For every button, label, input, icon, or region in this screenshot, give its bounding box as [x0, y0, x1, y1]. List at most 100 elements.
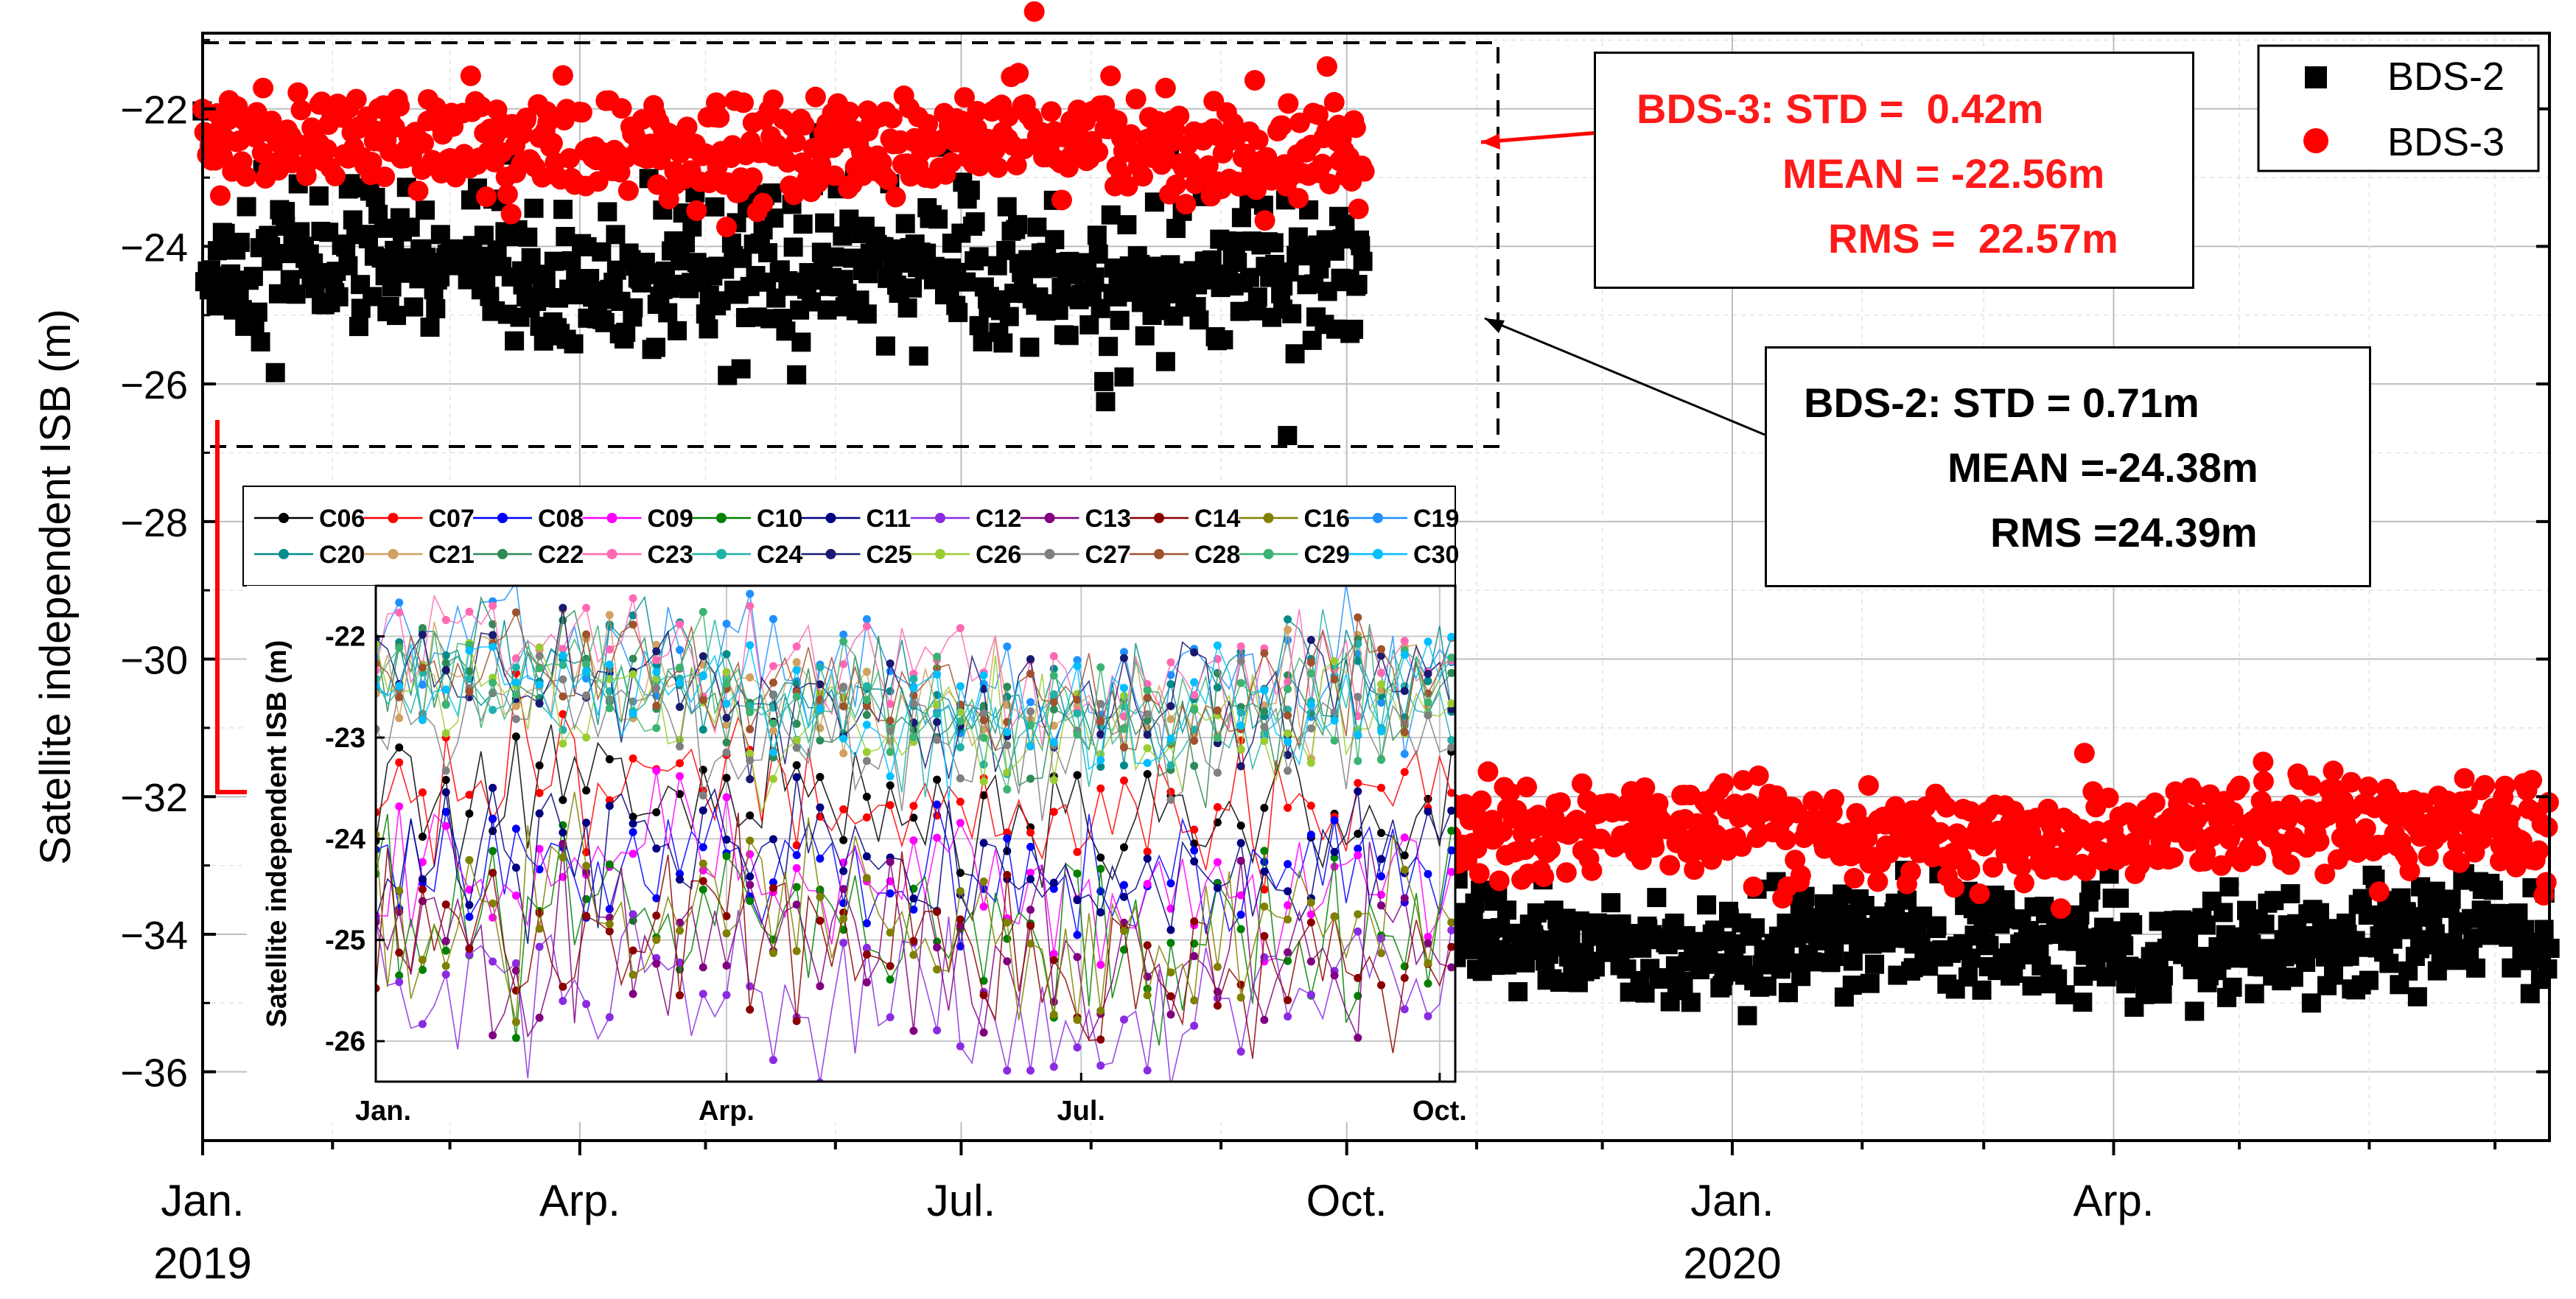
inset-marker-C09 — [1143, 880, 1152, 889]
inset-marker-C16 — [1447, 918, 1455, 927]
main-scatter — [192, 1, 2560, 1026]
inset-marker-C25 — [535, 699, 544, 708]
bds3-point — [1271, 115, 1292, 136]
inset-marker-C22 — [862, 710, 871, 719]
inset-marker-C10 — [979, 976, 988, 985]
inset-marker-C22 — [418, 624, 427, 633]
inset-marker-C10 — [1119, 945, 1128, 954]
inset-marker-C16 — [559, 853, 567, 862]
inset-legend-label-C26: C26 — [976, 541, 1021, 569]
inset-legend-marker-C21 — [388, 549, 399, 559]
inset-marker-C27 — [1213, 768, 1222, 777]
bds3-point — [1051, 189, 1072, 211]
bds3-point — [1748, 765, 1769, 786]
inset-marker-C27 — [1166, 795, 1175, 804]
bds2-point — [1045, 230, 1065, 250]
bds2-point — [1135, 326, 1155, 346]
bds3-point — [2075, 860, 2096, 881]
inset-marker-C09 — [535, 844, 544, 853]
inset-x-tick-label: Arp. — [699, 1096, 755, 1127]
inset-marker-C06 — [1236, 822, 1245, 830]
bds3-point — [1316, 56, 1337, 77]
inset-marker-C07 — [1119, 776, 1128, 785]
inset-marker-C14 — [1354, 973, 1362, 982]
x-tick-label: Jan. — [161, 1176, 244, 1225]
bds2-point — [2073, 992, 2093, 1012]
inset-marker-C13 — [1119, 918, 1128, 927]
inset-marker-C28 — [699, 696, 707, 704]
inset-marker-C08 — [1284, 860, 1292, 869]
inset-marker-C21 — [746, 673, 755, 682]
bds3-point — [2494, 775, 2516, 796]
inset-marker-C06 — [418, 833, 427, 841]
inset-marker-C10 — [441, 946, 450, 955]
inset-marker-C13 — [535, 1013, 544, 1022]
inset-marker-C08 — [535, 865, 544, 874]
inset-marker-C12 — [886, 1013, 895, 1022]
bds3-point — [290, 99, 312, 121]
inset-marker-C25 — [1306, 635, 1315, 644]
inset-marker-C30 — [862, 721, 871, 729]
inset-marker-C09 — [652, 766, 661, 775]
inset-marker-C27 — [746, 756, 755, 765]
bds2-point — [2441, 889, 2461, 909]
inset-marker-C14 — [441, 900, 450, 909]
bds3-point — [2418, 845, 2439, 866]
inset-marker-C06 — [535, 761, 544, 770]
inset-marker-C10 — [1424, 979, 1432, 988]
inset-marker-C22 — [1284, 671, 1292, 680]
inset-marker-C13 — [1284, 948, 1292, 957]
bds3-point — [361, 152, 382, 173]
inset-marker-C12 — [535, 942, 544, 951]
inset-marker-C25 — [652, 647, 661, 656]
inset-marker-C20 — [1284, 615, 1292, 624]
inset-marker-C23 — [395, 608, 404, 617]
bds2-point — [1114, 367, 1134, 387]
bds3-point — [2013, 872, 2034, 894]
inset-marker-C09 — [1447, 867, 1455, 876]
inset-marker-C11 — [909, 894, 918, 903]
bds2-point — [2264, 891, 2284, 911]
inset-marker-C27 — [1260, 723, 1269, 732]
inset-marker-C06 — [933, 775, 942, 784]
inset-marker-C16 — [605, 920, 614, 928]
inset-marker-C30 — [956, 682, 965, 690]
inset-marker-C12 — [559, 997, 567, 1006]
inset-marker-C19 — [1166, 670, 1175, 679]
inset-marker-C06 — [909, 813, 918, 822]
bds2-point — [1079, 315, 1099, 335]
bds3-point — [1006, 155, 1027, 176]
inset-marker-C14 — [1143, 941, 1152, 950]
inset-marker-C06 — [839, 836, 848, 844]
bds2-point — [897, 298, 917, 318]
bds2-point — [2219, 877, 2239, 897]
inset-legend-marker-C14 — [1154, 513, 1164, 523]
bds3-point — [407, 181, 429, 202]
bds2-point — [1008, 214, 1028, 234]
inset-marker-C28 — [559, 692, 567, 701]
inset-marker-C30 — [1236, 721, 1245, 730]
inset-marker-C19 — [862, 615, 871, 623]
bds2-point — [420, 318, 440, 337]
inset-marker-C09 — [1026, 869, 1035, 878]
bds3-point — [1477, 761, 1499, 782]
inset-marker-C09 — [1213, 858, 1222, 866]
inset-marker-C26 — [1143, 744, 1152, 753]
bds3-point — [676, 116, 698, 138]
inset-marker-C29 — [582, 660, 591, 669]
inset-marker-C27 — [1424, 711, 1432, 720]
inset-marker-C19 — [1073, 656, 1082, 665]
bds2-point — [207, 241, 227, 261]
inset-marker-C28 — [511, 608, 520, 617]
inset-legend-label-C12: C12 — [976, 505, 1021, 533]
inset-marker-C24 — [1447, 736, 1455, 745]
inset-marker-C14 — [792, 1017, 801, 1026]
inset-legend-marker-C07 — [388, 513, 399, 523]
inset-marker-C06 — [1377, 829, 1386, 838]
inset-marker-C22 — [1143, 716, 1152, 725]
inset-marker-C08 — [1447, 846, 1455, 855]
inset-marker-C29 — [839, 637, 848, 646]
inset-marker-C13 — [511, 966, 520, 975]
inset-legend-label-C08: C08 — [538, 505, 584, 533]
inset-marker-C25 — [699, 652, 707, 661]
